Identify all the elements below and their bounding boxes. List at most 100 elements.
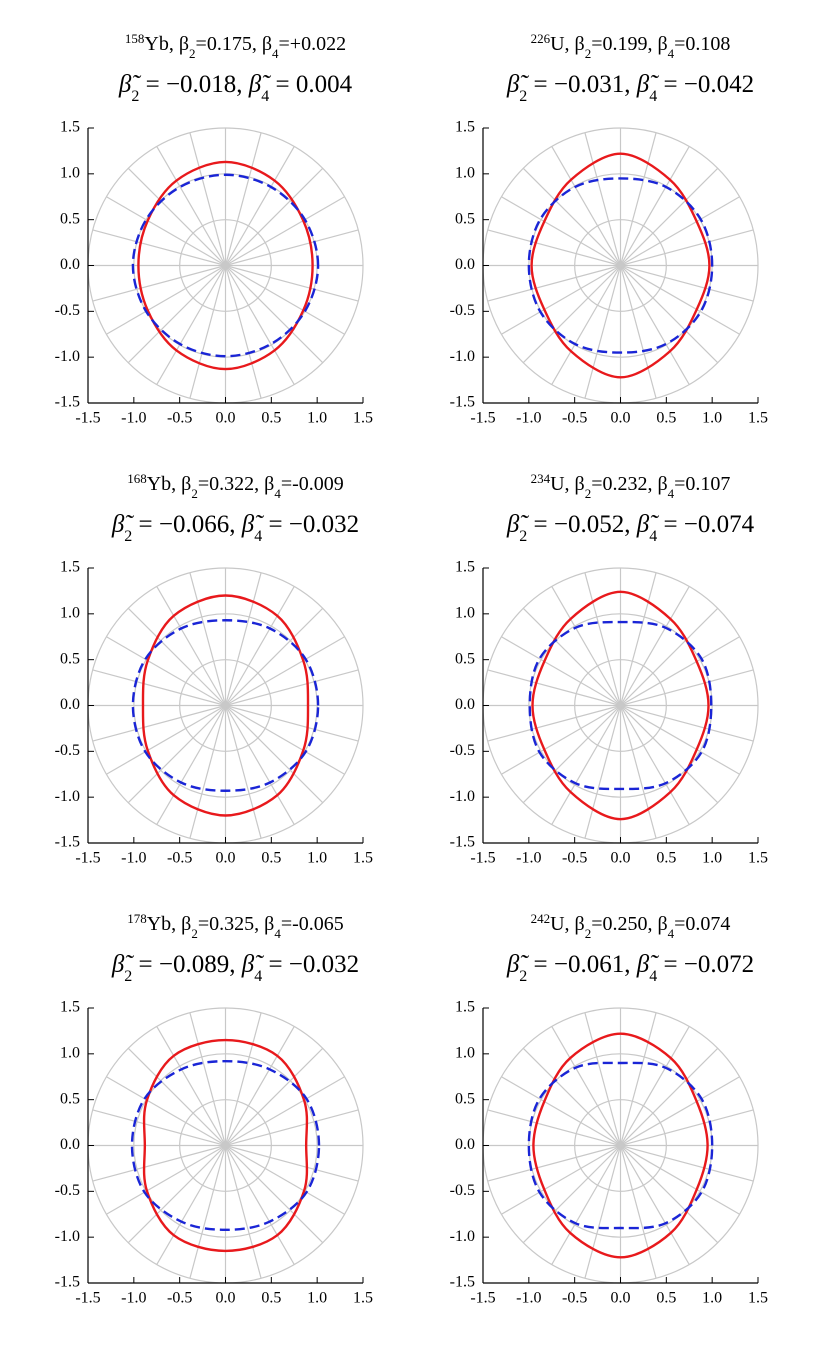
title-part: =0.322, β [198, 473, 274, 495]
y-tick-label: 0.5 [60, 1090, 80, 1107]
panel-subtitle: β̃2 = −0.089, β̃4 = −0.032 [111, 951, 359, 985]
polar-spoke [225, 1109, 359, 1147]
x-tick-label: 0.0 [611, 1290, 631, 1307]
polar-spoke [551, 265, 622, 385]
y-tick-label: 0.0 [60, 256, 80, 273]
panel-title: 178Yb, β2=0.325, β4=-0.065 [127, 911, 344, 941]
polar-spoke [620, 264, 754, 302]
polar-spoke [225, 1047, 324, 1146]
panel-title: 168Yb, β2=0.322, β4=-0.009 [127, 471, 344, 501]
x-tick-label: 1.0 [307, 850, 327, 867]
title-part: 4 [272, 46, 279, 61]
y-tick-label: -1.0 [55, 788, 80, 805]
x-tick-label: -1.5 [470, 850, 495, 867]
panel: -1.5 -1.0 -0.5 0.0 0.5 1.0 1.5 -1.5 -1.0 -0.5 0.0 0… [55, 911, 373, 1307]
polar-spoke [225, 636, 345, 707]
polar-spoke [551, 1145, 622, 1265]
polar-spoke [620, 636, 740, 707]
title-part: 2 [585, 46, 592, 61]
polar-spoke [224, 132, 262, 266]
y-tick-label: -0.5 [450, 1182, 475, 1199]
x-tick-label: -0.5 [167, 410, 192, 427]
polar-spoke [584, 572, 622, 706]
subtitle-part: = −0.074 [657, 511, 754, 538]
subtitle-part: = −0.032 [262, 511, 359, 538]
dashed-shape-curve [527, 177, 714, 354]
polar-spoke [619, 265, 690, 385]
polar-spoke [225, 705, 324, 804]
x-tick-label: -1.5 [75, 410, 100, 427]
polar-spoke [551, 586, 622, 706]
title-part: 178 [127, 911, 147, 926]
title-part: 2 [585, 486, 592, 501]
polar-spoke [224, 1145, 295, 1265]
polar-spoke [189, 572, 227, 706]
polar-spoke [619, 1145, 657, 1279]
polar-spoke [189, 1145, 227, 1279]
shape-curve [141, 594, 310, 817]
x-tick-label: 0.0 [216, 850, 236, 867]
polar-spoke [501, 1076, 621, 1147]
polar-spoke [620, 167, 719, 266]
polar-spoke [620, 1144, 754, 1182]
y-tick-label: 1.0 [455, 605, 475, 622]
y-tick-label: 1.0 [60, 605, 80, 622]
title-part: =0.107 [674, 473, 730, 495]
polar-spoke [156, 1145, 227, 1265]
polar-spoke [619, 705, 690, 825]
subtitle-part: = −0.052, [527, 511, 636, 538]
polar-spoke [522, 167, 621, 266]
panel-title: 226U, β2=0.199, β4=0.108 [531, 31, 731, 61]
x-tick-label: -0.5 [167, 1290, 192, 1307]
dashed-shape-curve [131, 619, 320, 792]
y-tick-label: 1.5 [60, 119, 80, 136]
polar-spoke [127, 265, 226, 364]
polar-spoke [106, 1076, 226, 1147]
polar-spoke [619, 572, 657, 706]
subtitle-part: = −0.066, [132, 511, 241, 538]
polar-spoke [619, 705, 657, 839]
x-tick-label: -1.5 [75, 1290, 100, 1307]
subtitle-part: = −0.089, [132, 951, 241, 978]
y-tick-label: 0.0 [455, 256, 475, 273]
subtitle-part: 4 [254, 968, 262, 985]
title-part: 2 [189, 46, 196, 61]
subtitle-part: 2 [519, 528, 527, 545]
polar-spoke [522, 607, 621, 706]
polar-spoke [501, 264, 621, 335]
polar-spoke [620, 607, 719, 706]
polar-spoke [127, 1145, 226, 1244]
polar-spoke [522, 1145, 621, 1244]
subtitle-part: 2 [519, 88, 527, 105]
title-part: Yb, β [144, 33, 189, 55]
x-tick-label: -0.5 [167, 850, 192, 867]
subtitle-part: = −0.031, [527, 71, 636, 98]
polar-spoke [92, 669, 226, 707]
polar-spoke [225, 1076, 345, 1147]
subtitle-part: 4 [261, 88, 269, 105]
polar-spoke [620, 229, 754, 267]
polar-spoke [225, 264, 345, 335]
polar-spoke [189, 132, 227, 266]
polar-spoke [189, 1012, 227, 1146]
x-tick-label: -1.0 [516, 1290, 541, 1307]
y-tick-label: 0.5 [455, 1090, 475, 1107]
title-part: =0.108 [674, 33, 730, 55]
polar-spoke [487, 264, 621, 302]
polar-spoke [584, 1012, 622, 1146]
title-part: =0.232, β [591, 473, 667, 495]
polar-spoke [619, 1145, 690, 1265]
x-tick-label: 0.0 [611, 850, 631, 867]
title-part: =+0.022 [279, 33, 347, 55]
title-part: 226 [531, 31, 551, 46]
polar-spoke [127, 607, 226, 706]
polar-spoke [224, 705, 262, 839]
polar-spoke [127, 705, 226, 804]
polar-spoke [620, 1109, 754, 1147]
x-tick-label: 1.5 [748, 850, 768, 867]
polar-spoke [225, 167, 324, 266]
polar-spoke [225, 264, 359, 302]
panel-title: 158Yb, β2=0.175, β4=+0.022 [125, 31, 346, 61]
polar-spoke [127, 167, 226, 266]
polar-spoke [225, 229, 359, 267]
